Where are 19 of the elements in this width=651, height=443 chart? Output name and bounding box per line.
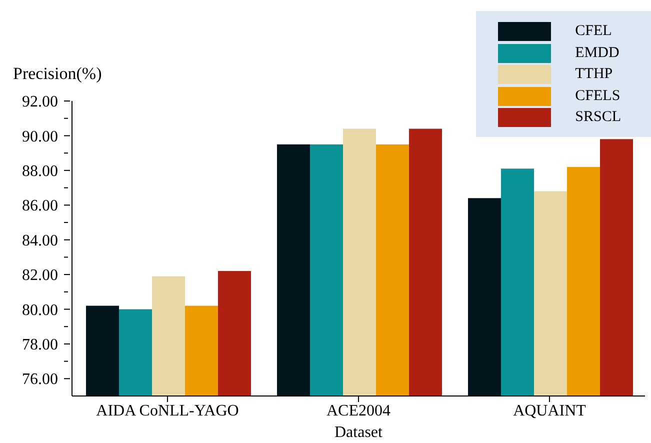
y-tick-label: 82.00 <box>22 267 58 284</box>
legend-label: SRSCL <box>575 109 621 126</box>
y-axis-title: Precision(%) <box>13 64 102 83</box>
y-tick-label: 86.00 <box>22 198 58 215</box>
y-tick-label: 80.00 <box>22 302 58 319</box>
y-tick-label: 76.00 <box>22 371 58 388</box>
x-tick-label: AQUAINT <box>513 402 586 420</box>
legend-label: TTHP <box>575 66 613 84</box>
legend-label: CFELS <box>575 88 620 105</box>
legend-label: CFEL <box>575 23 612 40</box>
x-tick-label: ACE2004 <box>326 402 390 420</box>
y-tick-label: 90.00 <box>22 128 58 146</box>
y-tick-label: 88.00 <box>22 163 58 180</box>
y-tick-label: 84.00 <box>22 232 58 250</box>
y-tick-label: 78.00 <box>22 336 58 354</box>
x-axis-title: Dataset <box>334 424 384 441</box>
y-tick-label: 92.00 <box>22 94 58 111</box>
x-tick-label: AIDA CoNLL-YAGO <box>96 402 239 420</box>
legend-label: EMDD <box>575 44 620 62</box>
